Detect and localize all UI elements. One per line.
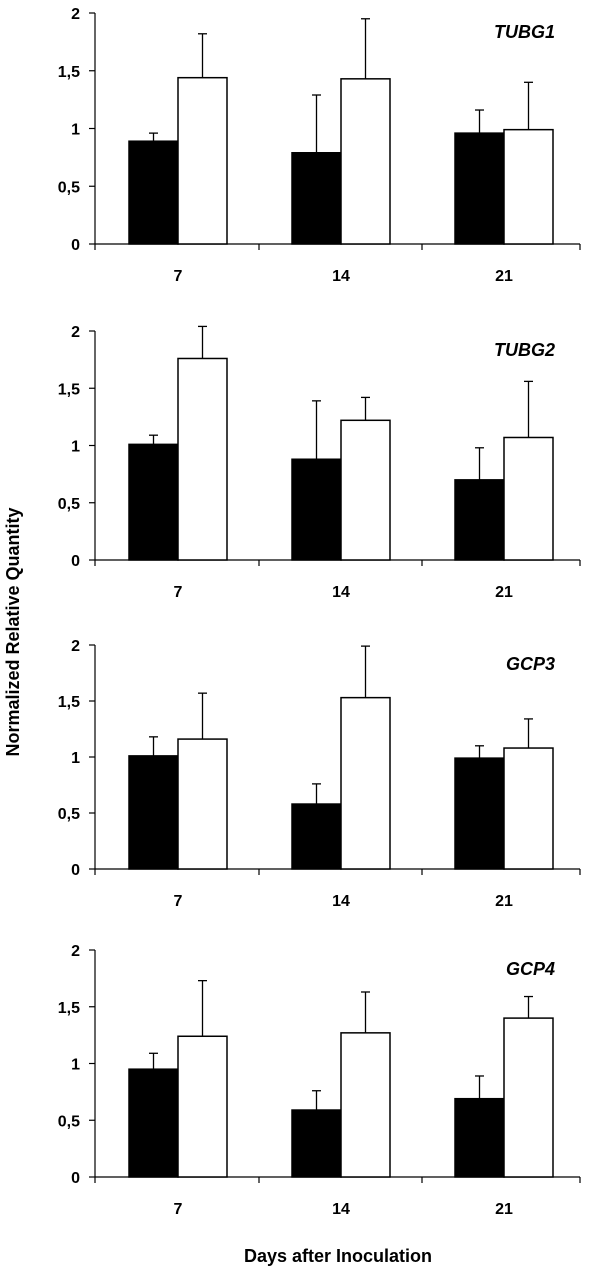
y-tick-label: 1 bbox=[71, 750, 80, 767]
y-tick-label: 0,5 bbox=[58, 496, 80, 513]
y-tick-label: 1,5 bbox=[58, 64, 80, 81]
y-tick-label: 2 bbox=[71, 943, 80, 960]
y-tick-label: 1 bbox=[71, 1057, 80, 1074]
y-tick-label: 0 bbox=[71, 1170, 80, 1187]
x-axis-title: Days after Inoculation bbox=[244, 1246, 432, 1266]
bar-dark-7 bbox=[128, 755, 179, 870]
x-tick-label: 14 bbox=[332, 1201, 350, 1218]
bar-dark-14 bbox=[291, 152, 342, 245]
y-tick-label: 0 bbox=[71, 862, 80, 879]
x-tick-label: 14 bbox=[332, 584, 350, 601]
panel-title: GCP3 bbox=[506, 654, 555, 674]
x-tick-label: 14 bbox=[332, 893, 350, 910]
bar-light-14 bbox=[340, 1032, 391, 1178]
x-tick-label: 7 bbox=[174, 584, 183, 601]
y-tick-label: 0,5 bbox=[58, 1113, 80, 1130]
y-tick-label: 2 bbox=[71, 638, 80, 655]
bar-dark-7 bbox=[128, 140, 179, 245]
panel-title: TUBG1 bbox=[494, 22, 555, 42]
panel-title: TUBG2 bbox=[494, 340, 555, 360]
bar-light-7 bbox=[177, 357, 228, 561]
bar-light-7 bbox=[177, 738, 228, 870]
y-tick-label: 1 bbox=[71, 439, 80, 456]
bar-light-21 bbox=[503, 1017, 554, 1178]
y-tick-label: 0 bbox=[71, 237, 80, 254]
bar-dark-14 bbox=[291, 803, 342, 870]
y-tick-label: 1 bbox=[71, 122, 80, 139]
chart-panel-tubg1: 0 0,5 1 1,5 2 7 14 21 TUBG1 bbox=[58, 6, 581, 285]
bar-dark-7 bbox=[128, 1068, 179, 1178]
bar-dark-14 bbox=[291, 1109, 342, 1178]
bar-light-14 bbox=[340, 696, 391, 870]
x-tick-label: 21 bbox=[495, 268, 513, 285]
bar-dark-21 bbox=[454, 132, 505, 245]
y-tick-label: 2 bbox=[71, 6, 80, 23]
bar-dark-21 bbox=[454, 1097, 505, 1178]
y-tick-label: 1,5 bbox=[58, 381, 80, 398]
bar-light-7 bbox=[177, 1035, 228, 1178]
y-tick-label: 1,5 bbox=[58, 1000, 80, 1017]
y-tick-label: 0,5 bbox=[58, 179, 80, 196]
chart-panel-gcp4: 0 0,5 1 1,5 2 7 14 21 GCP4 bbox=[58, 943, 581, 1218]
chart-panel-gcp3: 0 0,5 1 1,5 2 7 14 21 GCP3 bbox=[58, 638, 581, 910]
panel-title: GCP4 bbox=[506, 959, 555, 979]
y-tick-label: 2 bbox=[71, 324, 80, 341]
bar-light-14 bbox=[340, 419, 391, 561]
bar-dark-21 bbox=[454, 757, 505, 870]
bar-dark-14 bbox=[291, 458, 342, 561]
bar-light-21 bbox=[503, 436, 554, 561]
bar-light-21 bbox=[503, 128, 554, 245]
y-axis-title: Normalized Relative Quantity bbox=[3, 507, 23, 756]
x-tick-label: 21 bbox=[495, 893, 513, 910]
y-tick-label: 1,5 bbox=[58, 694, 80, 711]
x-tick-label: 21 bbox=[495, 584, 513, 601]
x-tick-label: 21 bbox=[495, 1201, 513, 1218]
bar-light-21 bbox=[503, 747, 554, 870]
x-tick-label: 7 bbox=[174, 268, 183, 285]
x-tick-label: 7 bbox=[174, 893, 183, 910]
y-tick-label: 0 bbox=[71, 553, 80, 570]
y-tick-label: 0,5 bbox=[58, 806, 80, 823]
chart-panel-tubg2: 0 0,5 1 1,5 2 7 14 21 TUBG2 bbox=[58, 324, 581, 601]
bar-dark-7 bbox=[128, 443, 179, 561]
x-tick-label: 7 bbox=[174, 1201, 183, 1218]
bar-dark-21 bbox=[454, 479, 505, 561]
x-tick-label: 14 bbox=[332, 268, 350, 285]
bar-light-7 bbox=[177, 76, 228, 245]
bar-light-14 bbox=[340, 78, 391, 245]
